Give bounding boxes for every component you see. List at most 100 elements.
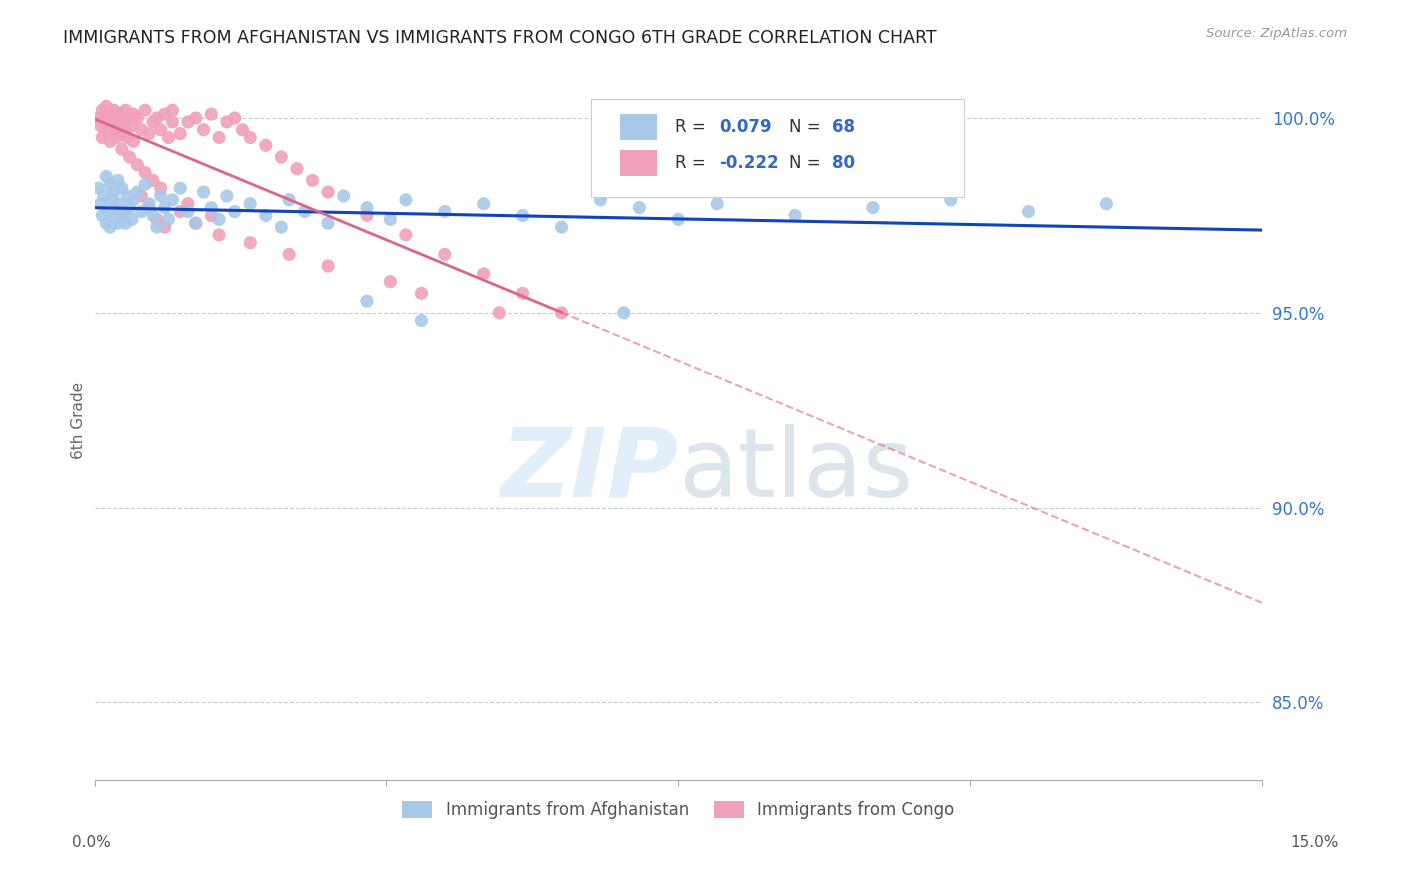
Point xyxy=(356,294,378,309)
Point xyxy=(628,201,651,215)
Point xyxy=(169,204,191,219)
Point xyxy=(177,196,200,211)
Point xyxy=(332,189,354,203)
Point xyxy=(184,111,207,125)
Text: 0.079: 0.079 xyxy=(718,118,772,136)
Point xyxy=(118,111,141,125)
Point xyxy=(134,103,156,118)
Point xyxy=(239,130,262,145)
Point xyxy=(122,135,145,149)
Point xyxy=(177,115,200,129)
Text: Source: ZipAtlas.com: Source: ZipAtlas.com xyxy=(1206,27,1347,40)
Point xyxy=(90,196,112,211)
Point xyxy=(107,119,129,133)
Point xyxy=(215,115,238,129)
Point xyxy=(105,201,128,215)
Point xyxy=(142,209,165,223)
Point xyxy=(316,259,339,273)
Point xyxy=(208,130,231,145)
Point xyxy=(157,130,180,145)
Point xyxy=(613,306,636,320)
Point xyxy=(200,107,222,121)
Point xyxy=(1095,196,1118,211)
FancyBboxPatch shape xyxy=(591,99,965,196)
Point xyxy=(114,122,136,136)
Text: N =: N = xyxy=(789,153,827,171)
Point xyxy=(215,189,238,203)
Point xyxy=(208,227,231,242)
Point xyxy=(138,127,160,141)
FancyBboxPatch shape xyxy=(620,113,657,139)
Point xyxy=(91,209,114,223)
Point xyxy=(98,220,121,235)
Point xyxy=(142,115,165,129)
Point xyxy=(108,107,131,121)
Point xyxy=(96,169,118,184)
FancyBboxPatch shape xyxy=(620,150,657,176)
Point xyxy=(162,115,184,129)
Point xyxy=(122,193,145,207)
Point xyxy=(395,193,418,207)
Point xyxy=(149,189,172,203)
Point xyxy=(117,189,139,203)
Point xyxy=(100,193,122,207)
Point xyxy=(127,185,149,199)
Point xyxy=(239,196,262,211)
Point xyxy=(224,204,246,219)
Point xyxy=(105,130,128,145)
Point xyxy=(127,111,149,125)
Text: ZIP: ZIP xyxy=(501,424,678,516)
Point xyxy=(270,220,292,235)
Point xyxy=(193,122,215,136)
Point xyxy=(157,212,180,227)
Point xyxy=(380,275,402,289)
Point xyxy=(108,196,131,211)
Point xyxy=(184,216,207,230)
Point xyxy=(278,247,301,261)
Text: R =: R = xyxy=(675,118,711,136)
Point xyxy=(103,103,125,118)
Point xyxy=(103,122,125,136)
Point xyxy=(93,189,115,203)
Point xyxy=(107,111,129,125)
Point xyxy=(153,107,176,121)
Point xyxy=(138,201,160,215)
Text: R =: R = xyxy=(675,153,711,171)
Text: 68: 68 xyxy=(832,118,855,136)
Point xyxy=(100,111,122,125)
Point xyxy=(666,212,689,227)
Point xyxy=(129,204,152,219)
Text: 80: 80 xyxy=(832,153,855,171)
Point xyxy=(177,204,200,219)
Point xyxy=(114,216,136,230)
Point xyxy=(121,212,143,227)
Point xyxy=(111,142,134,156)
Point xyxy=(706,196,728,211)
Point xyxy=(98,135,121,149)
Point xyxy=(411,286,433,301)
Point xyxy=(107,216,129,230)
Point xyxy=(1018,204,1040,219)
Point xyxy=(316,216,339,230)
Point xyxy=(278,193,301,207)
Text: atlas: atlas xyxy=(678,424,914,516)
Point xyxy=(111,181,134,195)
Text: IMMIGRANTS FROM AFGHANISTAN VS IMMIGRANTS FROM CONGO 6TH GRADE CORRELATION CHART: IMMIGRANTS FROM AFGHANISTAN VS IMMIGRANT… xyxy=(63,29,936,46)
Point xyxy=(98,178,121,192)
Point xyxy=(97,204,120,219)
Point xyxy=(589,193,612,207)
Point xyxy=(129,122,152,136)
Text: 15.0%: 15.0% xyxy=(1291,836,1339,850)
Point xyxy=(112,111,135,125)
Point xyxy=(862,201,884,215)
Point xyxy=(254,209,277,223)
Point xyxy=(395,227,418,242)
Point xyxy=(169,181,191,195)
Point xyxy=(129,189,152,203)
Point xyxy=(316,185,339,199)
Point xyxy=(149,181,172,195)
Text: -0.222: -0.222 xyxy=(718,153,779,171)
Point xyxy=(411,313,433,327)
Point xyxy=(239,235,262,250)
Point xyxy=(134,165,156,179)
